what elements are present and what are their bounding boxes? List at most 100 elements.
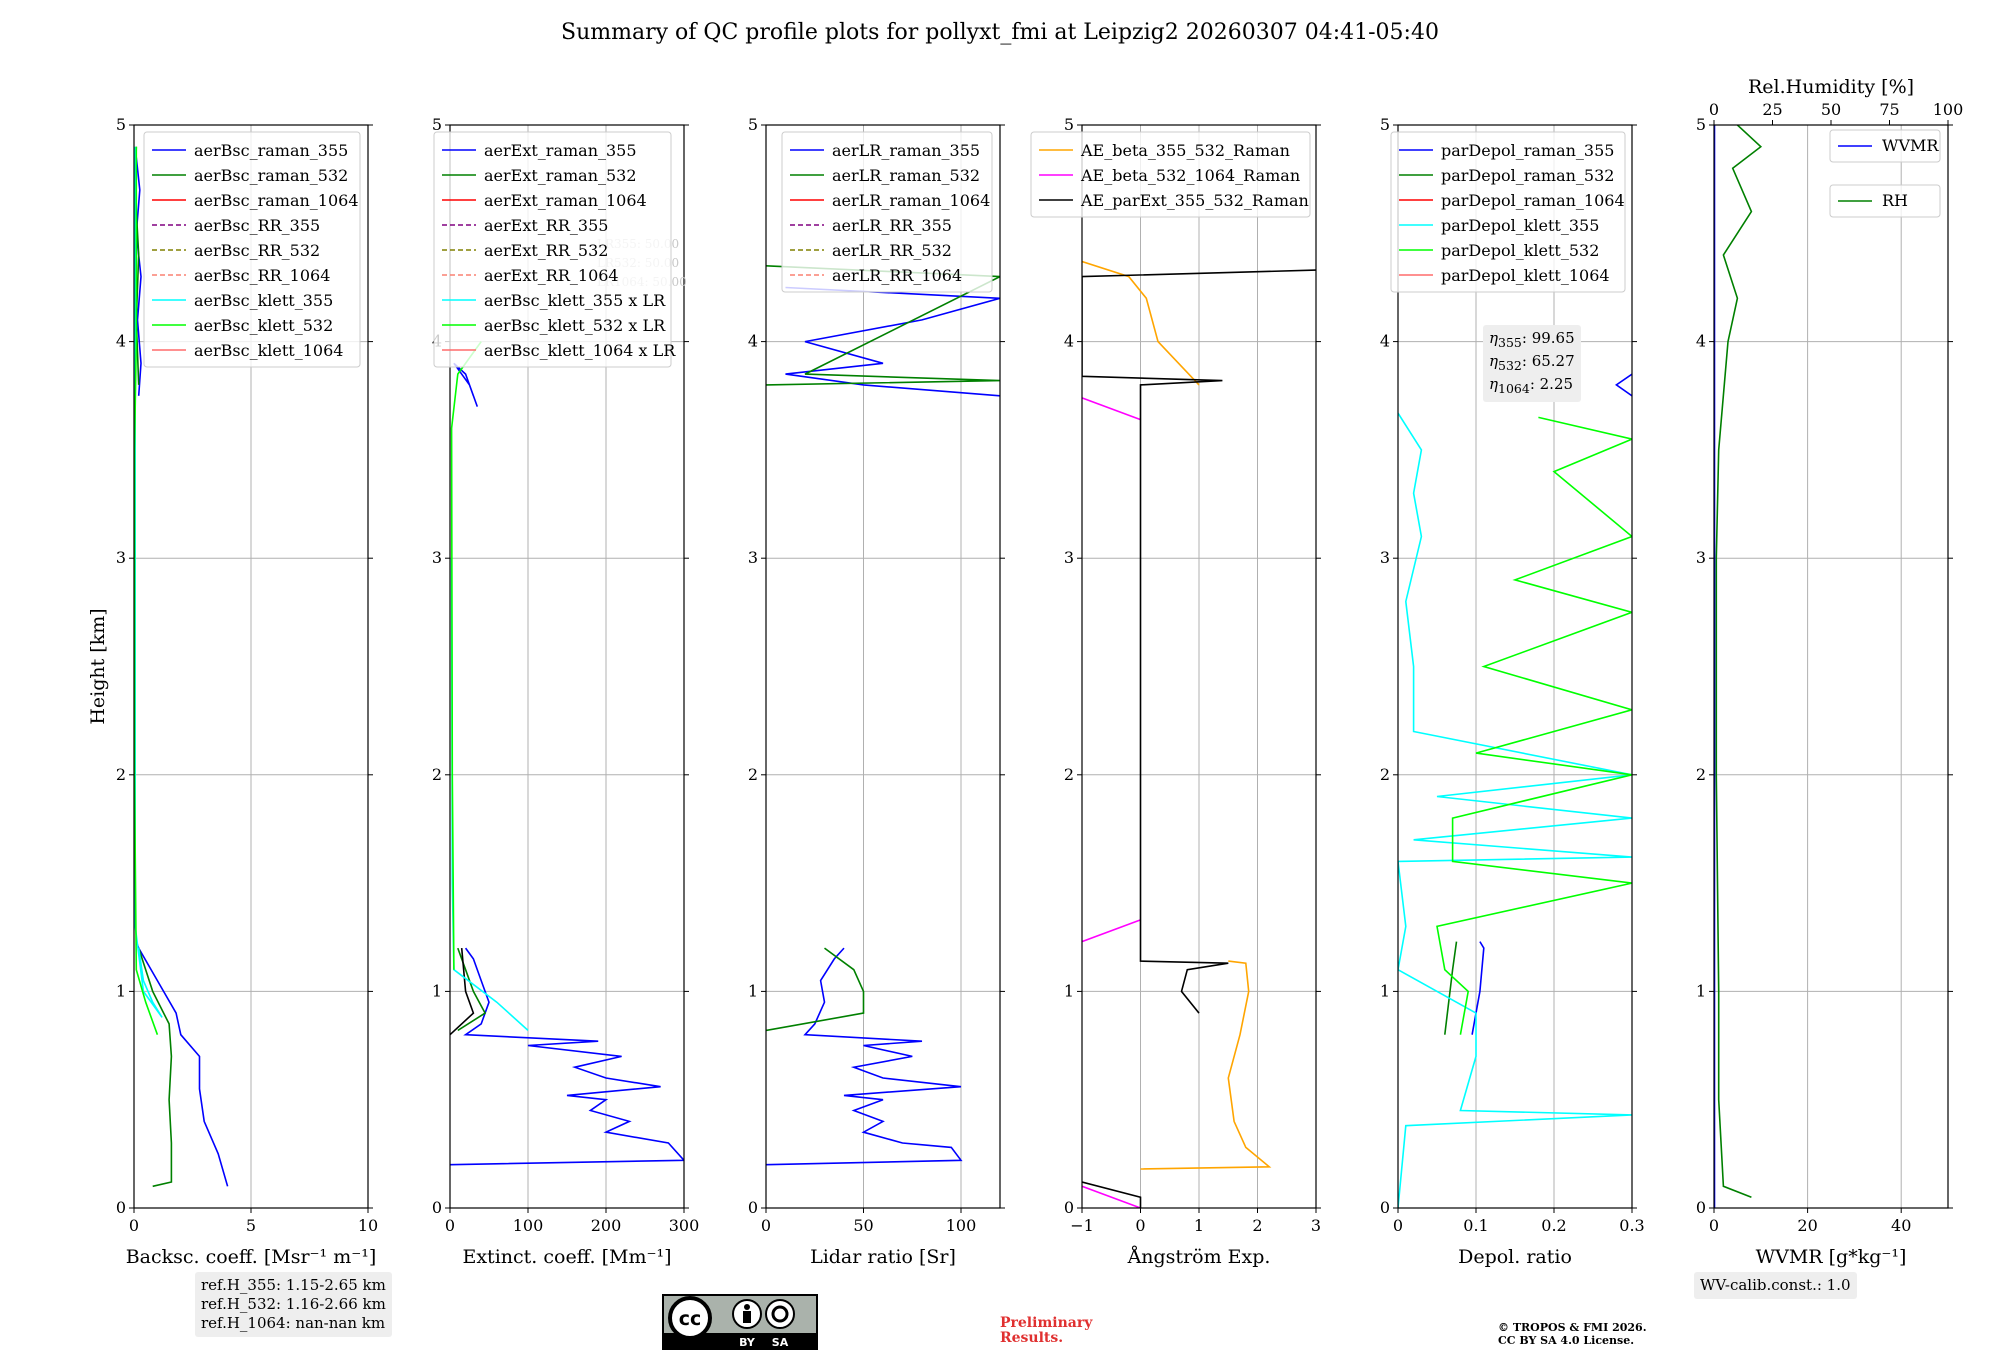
y-tick-label: 4 (1696, 332, 1706, 351)
x-tick-label: 300 (669, 1216, 700, 1235)
x-tick-label: 2 (1252, 1216, 1262, 1235)
legend-label: aerBsc_raman_532 (194, 166, 348, 185)
panel-extinction: 0100200300012345Extinct. coeff. [Mm⁻¹]LR… (432, 115, 699, 1268)
series-aerBsc_raman_355_upper (135, 157, 142, 396)
legend-label: aerExt_RR_532 (484, 241, 608, 260)
series-group (1398, 373, 1632, 1208)
ref-height-1064: ref.H_1064: nan-nan km (201, 1314, 386, 1332)
x-tick-label: 0 (1393, 1216, 1403, 1235)
x-tick-label: 0 (1135, 1216, 1145, 1235)
legend-label: aerBsc_raman_1064 (194, 191, 359, 210)
y-tick-label: 5 (1380, 115, 1390, 134)
series-aerBsc_raman_532 (137, 947, 173, 1188)
series-group (450, 341, 684, 1166)
legend-label: aerLR_RR_532 (832, 241, 952, 260)
eta-1064-value: 2.25 (1539, 375, 1574, 393)
x-tick-label: 0.1 (1463, 1216, 1488, 1235)
legend-label: aerBsc_klett_355 (194, 291, 333, 310)
eta-532-value: 65.27 (1531, 352, 1575, 370)
series-aerExt_black (450, 948, 475, 1036)
y-tick-label: 2 (1380, 765, 1390, 784)
x-tick-label: 50 (853, 1216, 873, 1235)
legend-label: aerBsc_RR_355 (194, 216, 320, 235)
legend-label: aerExt_raman_1064 (484, 191, 647, 210)
preliminary-note: Preliminary Results. (1000, 1315, 1093, 1346)
panel-backscatter: 0 5 10 0 1 2 3 4 5 Backsc. coeff. [Msr⁻¹ m⁻¹] Heig… (87, 115, 378, 1268)
series-AE_parExt_355_532_Raman (1082, 269, 1316, 1014)
panel-lidar-ratio: 0 50 100 0 1 2 3 4 5 Lidar ratio [Sr] aerLR_raman_… (748, 115, 1005, 1268)
legend-label: aerLR_RR_355 (832, 216, 952, 235)
legend-label: aerExt_RR_355 (484, 216, 608, 235)
x-tick-label: −1 (1070, 1216, 1094, 1235)
legend-label: parDepol_raman_532 (1441, 166, 1614, 185)
x-tick-label: 0 (445, 1216, 455, 1235)
legend-label: aerBsc_RR_1064 (194, 266, 330, 285)
x-tick-label: 0.2 (1541, 1216, 1566, 1235)
x-tick-label: 0.3 (1619, 1216, 1644, 1235)
legend-label: aerExt_raman_532 (484, 166, 637, 185)
svg-text:cc: cc (679, 1308, 702, 1330)
x-tick-label: 10 (358, 1216, 378, 1235)
legend-label: aerLR_raman_1064 (832, 191, 990, 210)
series-parDepol_raman_532 (1444, 941, 1458, 1035)
y-tick-label: 2 (432, 765, 442, 784)
eta-box: η355: 99.65 η532: 65.27 η1064: 2.25 (1483, 325, 1581, 402)
series-parDepol_raman_355 (1471, 941, 1485, 1035)
y-tick-label: 3 (1380, 548, 1390, 567)
x2-tick-label: 0 (1709, 100, 1719, 119)
series-group (1082, 260, 1316, 1208)
series-AE_beta_532_1064_Raman_upper (1082, 397, 1141, 421)
x-tick-label: 0 (129, 1216, 139, 1235)
sa-icon (765, 1299, 795, 1329)
x-tick-label: 40 (1891, 1216, 1911, 1235)
legend-label: aerBsc_klett_1064 (194, 341, 343, 360)
x2-tick-label: 100 (1933, 100, 1964, 119)
y-tick-label: 2 (748, 765, 758, 784)
y-tick-label: 3 (432, 548, 442, 567)
legend-box (781, 131, 993, 293)
x-tick-label: 3 (1311, 1216, 1321, 1235)
y-tick-label: 2 (1064, 765, 1074, 784)
x2-tick-label: 50 (1821, 100, 1841, 119)
series-AE_beta_355_532_Raman (1140, 960, 1272, 1170)
series-parDepol_klett_532 (1436, 416, 1632, 1035)
legend-label: aerBsc_klett_1064 x LR (484, 341, 676, 360)
legend-label: aerExt_raman_355 (484, 141, 637, 160)
x-axis-label: Ångström Exp. (1127, 1246, 1271, 1268)
x-tick-label: 0 (761, 1216, 771, 1235)
series-RH (1715, 125, 1763, 1198)
axes-frame (449, 124, 685, 1209)
y-tick-label: 1 (116, 981, 126, 1000)
legend-label: parDepol_klett_355 (1441, 216, 1599, 235)
legend-label: parDepol_klett_1064 (1441, 266, 1610, 285)
copyright-note: © TROPOS & FMI 2026. CC BY SA 4.0 Licens… (1498, 1321, 1647, 1347)
eta-355: η355: 99.65 (1489, 329, 1575, 350)
series-AE_parExt_low (1082, 1181, 1142, 1208)
x-tick-label: 0 (1709, 1216, 1719, 1235)
y-tick-label: 2 (116, 765, 126, 784)
legend-label: aerBsc_klett_532 x LR (484, 316, 666, 335)
y-tick-label: 1 (1380, 981, 1390, 1000)
series-group (1714, 125, 1763, 1208)
x-tick-label: 100 (946, 1216, 977, 1235)
legend-label: aerLR_raman_355 (832, 141, 980, 160)
x-axis-label: Backsc. coeff. [Msr⁻¹ m⁻¹] (126, 1246, 377, 1268)
eta-1064: η1064: 2.25 (1489, 375, 1574, 396)
y-tick-label: 0 (432, 1198, 442, 1217)
y-tick-label: 3 (748, 548, 758, 567)
x-axis-label: Lidar ratio [Sr] (810, 1246, 956, 1268)
x2-tick-label: 25 (1762, 100, 1782, 119)
y-tick-label: 4 (116, 332, 126, 351)
y-tick-label: 5 (1696, 115, 1706, 134)
y-axis-label: Height [km] (87, 608, 109, 724)
legend-label: parDepol_raman_355 (1441, 141, 1614, 160)
y-tick-label: 4 (748, 332, 758, 351)
axes-frame (1713, 124, 1949, 1209)
x-tick-label: 5 (246, 1216, 256, 1235)
legend-label: RH (1882, 191, 1908, 210)
legend-box (433, 131, 672, 368)
legend-label: aerBsc_raman_355 (194, 141, 348, 160)
series-AE_beta_532_1064_Raman (1082, 919, 1141, 943)
y-tick-label: 0 (1696, 1198, 1706, 1217)
